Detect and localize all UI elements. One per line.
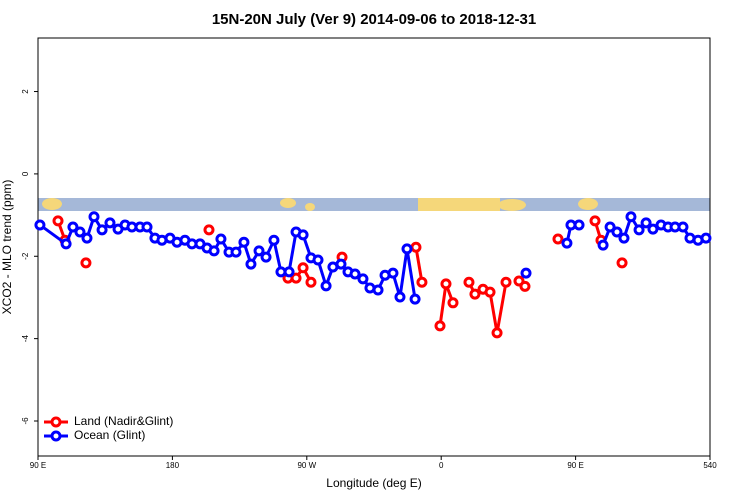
data-point: [394, 291, 406, 303]
legend-label: Ocean (Glint): [74, 428, 145, 442]
data-point: [67, 221, 79, 233]
data-point: [372, 284, 384, 296]
data-point: [88, 211, 100, 223]
data-point: [312, 254, 324, 266]
data-point: [611, 226, 623, 238]
data-point: [297, 262, 309, 274]
data-point: [74, 226, 86, 238]
data-point: [434, 320, 446, 332]
data-point: [401, 243, 413, 255]
y-tick-label: 0: [21, 171, 30, 176]
data-point: [60, 238, 72, 250]
data-point: [519, 280, 531, 292]
data-point: [245, 258, 257, 270]
data-point: [589, 215, 601, 227]
y-tick-label: -6: [21, 417, 30, 425]
data-point: [491, 327, 503, 339]
data-point: [677, 221, 689, 233]
data-point: [440, 278, 452, 290]
series-line: [414, 246, 424, 283]
map-strip: [38, 198, 710, 211]
y-axis-label: XCO2 - MLO trend (ppm): [0, 180, 14, 315]
data-point: [290, 272, 302, 284]
data-point: [260, 251, 272, 263]
data-point: [416, 276, 428, 288]
data-point: [625, 211, 637, 223]
data-point: [500, 276, 512, 288]
legend-marker: [50, 430, 62, 442]
data-point: [552, 233, 564, 245]
chart-title: 15N-20N July (Ver 9) 2014-09-06 to 2018-…: [212, 11, 536, 28]
x-tick-label: 90 E: [30, 461, 46, 470]
data-point: [604, 221, 616, 233]
data-point: [463, 276, 475, 288]
legend-label: Land (Nadir&Glint): [74, 414, 173, 428]
data-point: [469, 288, 481, 300]
data-point: [297, 229, 309, 241]
data-point: [268, 234, 280, 246]
x-tick-label: 90 E: [567, 461, 583, 470]
x-tick-label: 0: [439, 461, 444, 470]
legend-marker: [50, 416, 62, 428]
data-point: [387, 267, 399, 279]
data-point: [208, 245, 220, 257]
plot-frame: [37, 37, 711, 457]
x-tick-label: 540: [703, 461, 717, 470]
data-point: [561, 237, 573, 249]
series-line: [39, 213, 417, 300]
data-point: [96, 224, 108, 236]
data-point: [640, 217, 652, 229]
data-point: [141, 221, 153, 233]
data-point: [409, 293, 421, 305]
data-point: [81, 232, 93, 244]
data-point: [597, 239, 609, 251]
y-tick-label: -2: [21, 252, 30, 260]
data-point: [34, 219, 46, 231]
data-point: [616, 257, 628, 269]
data-point: [447, 297, 459, 309]
data-point: [52, 215, 64, 227]
data-point: [203, 224, 215, 236]
x-tick-label: 180: [166, 461, 180, 470]
data-point: [238, 236, 250, 248]
data-point: [80, 257, 92, 269]
data-point: [215, 233, 227, 245]
data-point: [410, 241, 422, 253]
data-point: [320, 280, 332, 292]
data-point: [283, 266, 295, 278]
data-point: [618, 232, 630, 244]
data-point: [349, 268, 361, 280]
data-point: [647, 223, 659, 235]
x-tick-label: 90 W: [297, 461, 316, 470]
y-tick-label: -4: [21, 335, 30, 343]
data-point: [104, 217, 116, 229]
y-tick-label: 2: [21, 89, 30, 94]
data-point: [230, 246, 242, 258]
data-point: [700, 232, 712, 244]
data-point: [305, 276, 317, 288]
data-point: [357, 273, 369, 285]
data-point: [633, 224, 645, 236]
data-point: [253, 245, 265, 257]
data-point: [573, 219, 585, 231]
data-point: [520, 267, 532, 279]
data-point: [335, 258, 347, 270]
x-axis-label: Longitude (deg E): [326, 476, 421, 490]
data-point: [484, 286, 496, 298]
